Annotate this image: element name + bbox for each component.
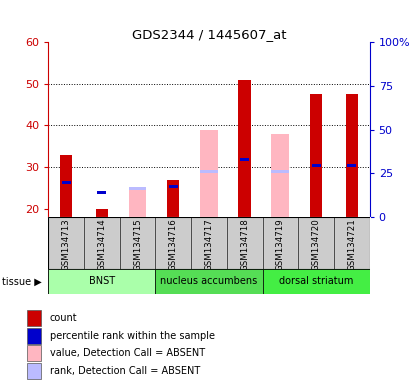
Bar	[227, 217, 262, 269]
Bar	[200, 170, 218, 173]
Text: GSM134721: GSM134721	[347, 218, 356, 271]
Bar	[200, 130, 218, 217]
Text: percentile rank within the sample: percentile rank within the sample	[50, 331, 215, 341]
Bar	[48, 269, 155, 294]
Text: GSM134717: GSM134717	[205, 218, 213, 271]
Text: tissue ▶: tissue ▶	[2, 276, 42, 286]
Bar	[312, 164, 320, 167]
Bar	[155, 217, 191, 269]
Text: value, Detection Call = ABSENT: value, Detection Call = ABSENT	[50, 348, 205, 358]
Bar	[310, 94, 322, 217]
Bar	[96, 209, 108, 217]
Text: GSM134719: GSM134719	[276, 218, 285, 271]
Bar	[191, 217, 227, 269]
Bar	[84, 217, 120, 269]
Text: nucleus accumbens: nucleus accumbens	[160, 276, 257, 286]
Bar	[262, 269, 370, 294]
Text: GSM134720: GSM134720	[312, 218, 320, 271]
Text: GSM134718: GSM134718	[240, 218, 249, 271]
Bar	[334, 217, 370, 269]
Text: GSM134716: GSM134716	[169, 218, 178, 271]
Bar	[347, 164, 356, 167]
Bar	[60, 155, 72, 217]
Bar	[27, 328, 42, 344]
Text: count: count	[50, 313, 78, 323]
Text: GSM134714: GSM134714	[97, 218, 106, 271]
Text: GSM134715: GSM134715	[133, 218, 142, 271]
Bar	[27, 345, 42, 361]
Bar	[27, 310, 42, 326]
Bar	[346, 94, 358, 217]
Bar	[298, 217, 334, 269]
Text: rank, Detection Call = ABSENT: rank, Detection Call = ABSENT	[50, 366, 200, 376]
Bar	[62, 181, 71, 184]
Bar	[27, 362, 42, 379]
Bar	[262, 217, 298, 269]
Bar	[239, 80, 251, 217]
Bar	[129, 187, 147, 190]
Bar	[271, 134, 289, 217]
Bar	[155, 269, 262, 294]
Text: GSM134713: GSM134713	[62, 218, 71, 271]
Bar	[129, 190, 147, 217]
Bar	[240, 158, 249, 161]
Title: GDS2344 / 1445607_at: GDS2344 / 1445607_at	[132, 28, 286, 41]
Bar	[271, 170, 289, 173]
Bar	[167, 180, 179, 217]
Bar	[169, 185, 178, 188]
Bar	[48, 217, 84, 269]
Bar	[97, 191, 106, 194]
Text: BNST: BNST	[89, 276, 115, 286]
Bar	[120, 217, 155, 269]
Text: dorsal striatum: dorsal striatum	[279, 276, 353, 286]
